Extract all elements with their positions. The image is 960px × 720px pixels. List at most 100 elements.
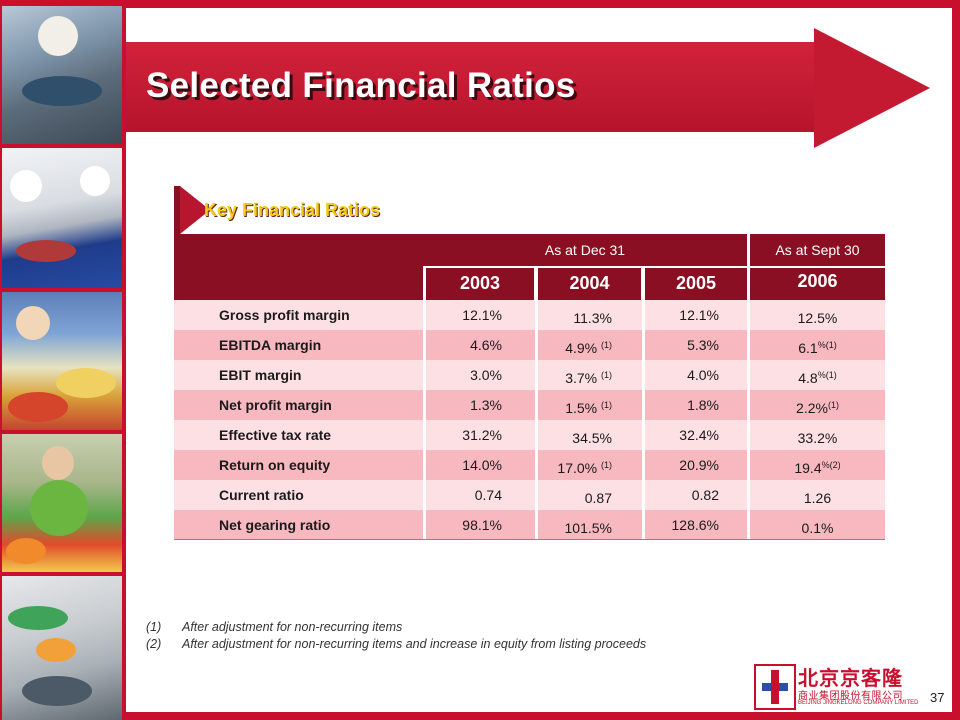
section-tab-background	[180, 186, 423, 234]
metric-label: Current ratio	[219, 487, 304, 503]
column-separator	[535, 300, 538, 330]
column-separator	[642, 330, 645, 360]
value-2003: 98.1%	[462, 517, 502, 533]
photo-seafood-counter	[2, 6, 122, 144]
column-separator	[535, 330, 538, 360]
logo-mark-icon	[754, 664, 796, 710]
table-row: Effective tax rate 31.2% 34.5% 32.4% 33.…	[174, 420, 885, 450]
column-separator	[747, 300, 750, 330]
value-2004: 34.5%	[538, 420, 612, 450]
page-title: Selected Financial Ratios	[146, 66, 576, 105]
value-2006-number: 19.4	[794, 460, 822, 476]
year-header-2006: 2006	[750, 268, 885, 300]
value-2006: 6.1%(1)	[750, 330, 885, 360]
footnotes: (1) After adjustment for non-recurring it…	[146, 619, 646, 653]
table-row: Net gearing ratio 98.1% 101.5% 128.6% 0.…	[174, 510, 885, 540]
footnote-text: After adjustment for non-recurring items…	[182, 637, 647, 651]
value-2003: 4.6%	[470, 337, 502, 353]
logo-chinese-name: 北京京客隆	[798, 668, 903, 690]
value-2004-number: 11.3%	[573, 310, 612, 326]
footnote-text: After adjustment for non-recurring items	[182, 620, 403, 634]
table-row: Return on equity 14.0% 17.0% (1) 20.9% 1…	[174, 450, 885, 480]
value-2006-number: 12.5%	[797, 310, 838, 326]
footnote-number: (1)	[146, 620, 162, 634]
value-2006-footnote-ref: (1)	[827, 400, 839, 410]
section-label: Key Financial Ratios	[204, 200, 381, 220]
column-separator	[423, 420, 426, 450]
metric-label: Gross profit margin	[219, 307, 350, 323]
value-2006-number: 0.1%	[801, 520, 834, 536]
column-separator	[535, 420, 538, 450]
column-separator	[535, 480, 538, 510]
metric-label: EBIT margin	[219, 367, 302, 383]
value-2005: 0.82	[691, 487, 719, 503]
column-group-sept: As at Sept 30	[750, 234, 885, 266]
table-row: Net profit margin 1.3% 1.5% (1) 1.8% 2.2…	[174, 390, 885, 420]
value-2004-footnote-ref: (1)	[601, 400, 612, 410]
value-2006-number: 6.1	[798, 340, 818, 356]
value-2006: 1.26	[750, 480, 885, 510]
value-2004-number: 17.0%	[557, 460, 598, 476]
column-separator	[642, 420, 645, 450]
photo-strip	[0, 0, 124, 720]
value-2006-number: 4.8	[798, 370, 818, 386]
banner-arrow-icon	[814, 28, 930, 148]
footnote: (2) After adjustment for non-recurring it…	[146, 636, 646, 653]
photo-checkout	[2, 576, 122, 720]
metric-label: Return on equity	[219, 457, 331, 473]
value-2004: 17.0% (1)	[538, 450, 612, 480]
column-separator	[747, 510, 750, 540]
value-2003: 12.1%	[462, 307, 502, 323]
value-2004: 1.5% (1)	[538, 390, 612, 420]
value-2006: 12.5%	[750, 300, 885, 330]
column-separator	[423, 450, 426, 480]
logo-mark-bar	[771, 670, 779, 704]
metric-label: EBITDA margin	[219, 337, 322, 353]
value-2006: 4.8%(1)	[750, 360, 885, 390]
photo-shopper	[2, 434, 122, 572]
column-separator	[535, 360, 538, 390]
section-tab: Key Financial Ratios	[180, 186, 423, 234]
column-separator	[423, 390, 426, 420]
metric-label: Net profit margin	[219, 397, 332, 413]
column-separator	[535, 510, 538, 540]
table-row: EBITDA margin 4.6% 4.9% (1) 5.3% 6.1%(1)	[174, 330, 885, 360]
value-2004: 4.9% (1)	[538, 330, 612, 360]
value-2006: 19.4%(2)	[750, 450, 885, 480]
column-separator	[747, 420, 750, 450]
value-2004: 0.87	[538, 480, 612, 510]
column-separator	[535, 450, 538, 480]
value-2004-footnote-ref: (1)	[601, 460, 612, 470]
value-2004-number: 0.87	[584, 490, 612, 506]
value-2004: 11.3%	[538, 300, 612, 330]
value-2004-number: 3.7%	[565, 370, 598, 386]
value-2004: 3.7% (1)	[538, 360, 612, 390]
column-separator	[535, 390, 538, 420]
footnote: (1) After adjustment for non-recurring it…	[146, 619, 646, 636]
company-logo: 北京京客隆 商业集团股份有限公司 BEIJING JINGKELONG COMP…	[752, 660, 918, 710]
value-2006-number: 33.2%	[797, 430, 838, 446]
metric-label: Effective tax rate	[219, 427, 332, 443]
value-2006-number: 2.2%	[796, 400, 828, 416]
column-separator	[747, 450, 750, 480]
column-separator	[747, 480, 750, 510]
value-2005: 1.8%	[687, 397, 719, 413]
metric-label: Net gearing ratio	[219, 517, 331, 533]
column-separator	[423, 360, 426, 390]
footnote-number: (2)	[146, 637, 162, 651]
value-2006-number: 1.26	[803, 490, 832, 506]
year-header-2003: 2003	[426, 268, 534, 300]
value-2003: 31.2%	[462, 427, 502, 443]
column-separator	[423, 300, 426, 330]
value-2005: 4.0%	[687, 367, 719, 383]
column-separator	[642, 510, 645, 540]
value-2004-number: 4.9%	[565, 340, 598, 356]
column-separator	[642, 390, 645, 420]
value-2006-footnote-ref: %(1)	[817, 340, 837, 350]
table-body: Gross profit margin 12.1% 11.3% 12.1% 12…	[174, 300, 885, 540]
tab-arrow-icon	[180, 186, 210, 234]
year-header-2004: 2004	[538, 268, 641, 300]
value-2006: 2.2%(1)	[750, 390, 885, 420]
value-2004-number: 101.5%	[564, 520, 612, 536]
